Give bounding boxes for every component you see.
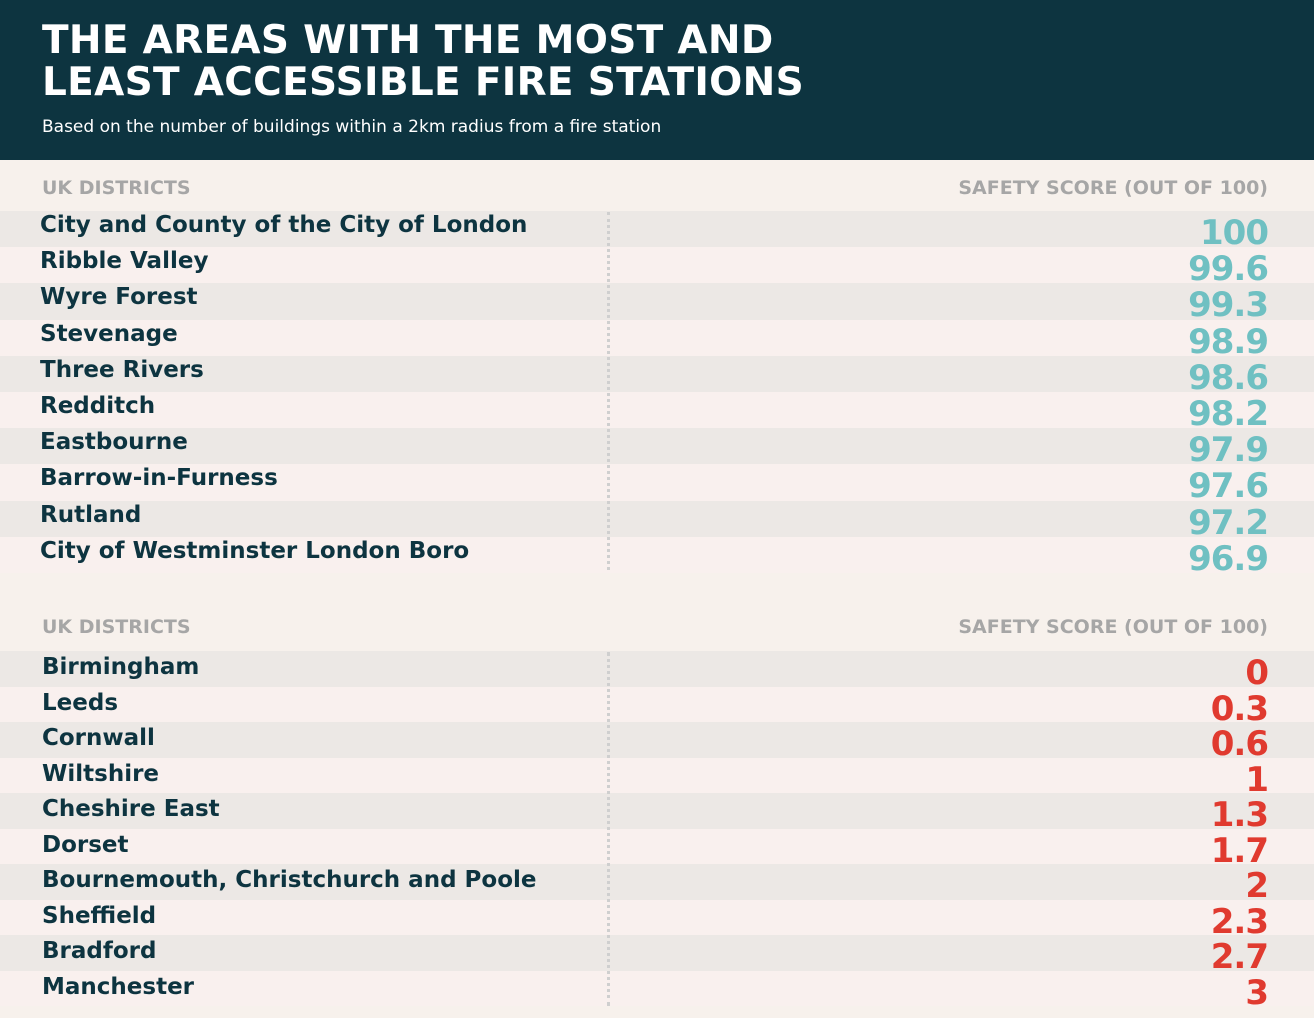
district-name: Cheshire East [42, 796, 220, 822]
district-name: Three Rivers [40, 356, 204, 383]
column-divider [607, 652, 610, 1006]
table-row: Cornwall 0.6 [0, 722, 1314, 764]
district-name: Stevenage [40, 320, 178, 347]
safety-score: 1.3 [1210, 795, 1269, 835]
table-row: Sheffield 2.3 [0, 899, 1314, 942]
table-row: Wiltshire 1 [0, 757, 1314, 800]
district-name: Dorset [42, 831, 129, 858]
safety-score: 97.9 [1188, 430, 1269, 471]
table-row: Leeds 0.3 [0, 686, 1314, 729]
safety-score: 0.3 [1210, 688, 1269, 729]
safety-score: 98.2 [1188, 394, 1269, 434]
safety-score: 99.3 [1188, 285, 1269, 326]
column-header-districts: UK DISTRICTS [42, 616, 191, 638]
safety-score: 98.9 [1188, 321, 1269, 362]
district-name: Bradford [42, 938, 157, 964]
column-header-score: SAFETY SCORE (OUT OF 100) [958, 177, 1268, 199]
safety-score: 96.9 [1188, 538, 1269, 579]
table-row: Redditch 98.2 [0, 392, 1314, 434]
table-row: City of Westminster London Boro 96.9 [0, 536, 1314, 579]
safety-score: 99.6 [1188, 249, 1269, 290]
page-subtitle: Based on the number of buildings within … [42, 117, 662, 137]
district-name: Cornwall [42, 725, 155, 751]
safety-score: 2.7 [1210, 937, 1269, 977]
safety-score: 100 [1200, 213, 1269, 253]
column-divider [607, 212, 610, 570]
table-row: Barrow-in-Furness 97.6 [0, 464, 1314, 506]
district-name: Ribble Valley [40, 248, 209, 275]
title-line-1: THE AREAS WITH THE MOST AND [42, 18, 774, 63]
safety-score: 2.3 [1210, 901, 1269, 942]
district-name: Redditch [40, 393, 156, 419]
table-row: Cheshire East 1.3 [0, 793, 1314, 835]
safety-score: 0 [1245, 653, 1269, 693]
table-row: Birmingham 0 [0, 651, 1314, 693]
table-row: Bournemouth, Christchurch and Poole 2 [0, 864, 1314, 906]
district-name: Sheffield [42, 902, 157, 929]
header-banner: THE AREAS WITH THE MOST AND LEAST ACCESS… [0, 0, 1314, 160]
safety-score: 1.7 [1210, 830, 1269, 871]
district-name: City of Westminster London Boro [40, 537, 470, 564]
district-name: Leeds [42, 689, 119, 716]
page-title: THE AREAS WITH THE MOST AND LEAST ACCESS… [42, 20, 942, 104]
column-header-districts: UK DISTRICTS [42, 177, 191, 199]
safety-score: 98.6 [1188, 357, 1269, 398]
safety-score: 1 [1245, 759, 1269, 800]
table-row: Stevenage 98.9 [0, 319, 1314, 362]
safety-score: 0.6 [1210, 724, 1269, 764]
district-name: Rutland [40, 501, 142, 528]
safety-score: 3 [1245, 972, 1269, 1013]
title-line-2: LEAST ACCESSIBLE FIRE STATIONS [42, 60, 804, 105]
safety-score: 97.6 [1188, 466, 1269, 507]
district-name: Bournemouth, Christchurch and Poole [42, 867, 537, 893]
safety-score: 97.2 [1188, 502, 1269, 543]
district-name: Eastbourne [40, 429, 188, 456]
table-row: City and County of the City of London 100 [0, 211, 1314, 253]
table-row: Dorset 1.7 [0, 828, 1314, 871]
column-header-score: SAFETY SCORE (OUT OF 100) [958, 616, 1268, 638]
table-row: Three Rivers 98.6 [0, 355, 1314, 398]
table-row: Wyre Forest 99.3 [0, 283, 1314, 325]
safety-score: 2 [1245, 866, 1269, 906]
district-name: Manchester [42, 973, 195, 1000]
table-row: Ribble Valley 99.6 [0, 247, 1314, 289]
table-row: Eastbourne 97.9 [0, 428, 1314, 470]
district-name: City and County of the City of London [40, 212, 528, 238]
district-name: Wiltshire [42, 760, 160, 787]
district-name: Birmingham [42, 654, 200, 680]
district-name: Barrow-in-Furness [40, 465, 278, 492]
table-row: Manchester 3 [0, 970, 1314, 1013]
table-row: Bradford 2.7 [0, 935, 1314, 977]
table-row: Rutland 97.2 [0, 500, 1314, 543]
district-name: Wyre Forest [40, 284, 198, 311]
